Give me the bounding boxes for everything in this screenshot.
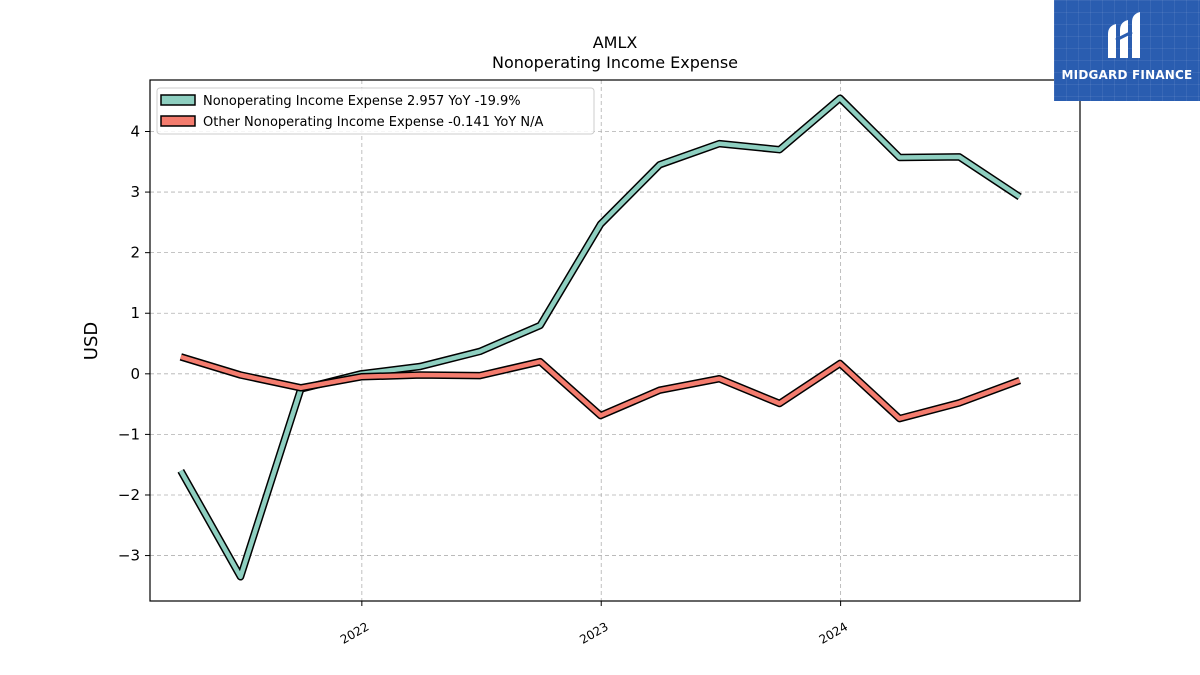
y-tick-label: 3 — [130, 183, 140, 201]
brand-logo: MIDGARD FINANCE — [1054, 0, 1200, 101]
y-tick-label: 4 — [130, 122, 140, 140]
x-tick-label: 2024 — [817, 619, 850, 646]
series-line — [180, 354, 1021, 421]
y-tick-label: 2 — [130, 244, 140, 262]
y-axis-label: USD — [81, 322, 102, 360]
series-1 — [177, 94, 1022, 581]
chart-title: AMLX — [592, 33, 638, 52]
legend-swatch — [160, 115, 196, 127]
x-axis: 2022 2023 2024 — [338, 601, 850, 647]
legend-label: Nonoperating Income Expense 2.957 YoY -1… — [203, 94, 521, 109]
legend-box — [156, 87, 595, 135]
series-line — [178, 95, 1021, 580]
y-tick-label: −3 — [118, 547, 140, 565]
legend-swatch — [160, 94, 196, 106]
y-axis: −3 −2 −1 0 1 2 3 4 — [118, 122, 150, 565]
midgard-logo-icon — [1108, 12, 1140, 58]
y-tick-label: −2 — [118, 486, 140, 504]
x-tick-label: 2022 — [338, 619, 371, 646]
series-2 — [179, 353, 1022, 423]
legend: Nonoperating Income Expense 2.957 YoY -1… — [156, 87, 595, 135]
y-tick-label: 1 — [130, 304, 140, 322]
series-lines — [177, 94, 1022, 581]
x-tick-label: 2023 — [577, 619, 610, 646]
series-line-outline — [177, 94, 1022, 581]
brand-name: MIDGARD FINANCE — [1061, 68, 1193, 82]
y-tick-label: −1 — [118, 425, 140, 443]
plot-frame — [149, 79, 1081, 602]
y-tick-label: 0 — [130, 365, 140, 383]
grid-lines — [150, 80, 1080, 601]
chart-subtitle: Nonoperating Income Expense — [491, 53, 739, 72]
legend-label: Other Nonoperating Income Expense -0.141… — [203, 115, 543, 130]
